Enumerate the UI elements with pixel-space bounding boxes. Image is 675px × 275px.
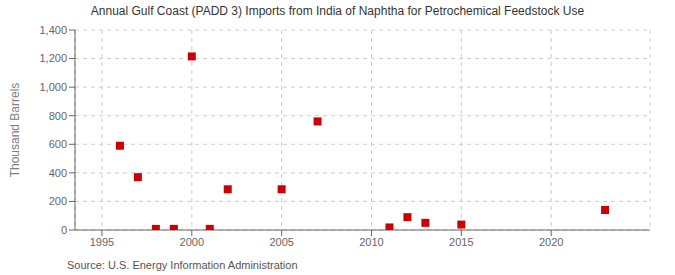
svg-text:Thousand Barrels: Thousand Barrels bbox=[8, 83, 22, 178]
svg-text:1,400: 1,400 bbox=[39, 24, 67, 36]
svg-text:2020: 2020 bbox=[539, 236, 563, 248]
svg-text:2015: 2015 bbox=[449, 236, 473, 248]
svg-text:1,200: 1,200 bbox=[39, 52, 67, 64]
svg-text:1,000: 1,000 bbox=[39, 81, 67, 93]
html-text:Source: U.S. Energy Informatio: Source: U.S. Energy Information Administ… bbox=[67, 259, 298, 271]
svg-text:0: 0 bbox=[61, 224, 67, 236]
svg-text:400: 400 bbox=[49, 167, 67, 179]
svg-text:600: 600 bbox=[49, 138, 67, 150]
svg-text:200: 200 bbox=[49, 195, 67, 207]
svg-text:2010: 2010 bbox=[359, 236, 383, 248]
svg-text:800: 800 bbox=[49, 110, 67, 122]
html-text:Annual Gulf Coast (PADD 3) Imp: Annual Gulf Coast (PADD 3) Imports from … bbox=[90, 4, 585, 18]
svg-text:2000: 2000 bbox=[180, 236, 204, 248]
svg-text:1995: 1995 bbox=[90, 236, 114, 248]
svg-text:2005: 2005 bbox=[269, 236, 293, 248]
